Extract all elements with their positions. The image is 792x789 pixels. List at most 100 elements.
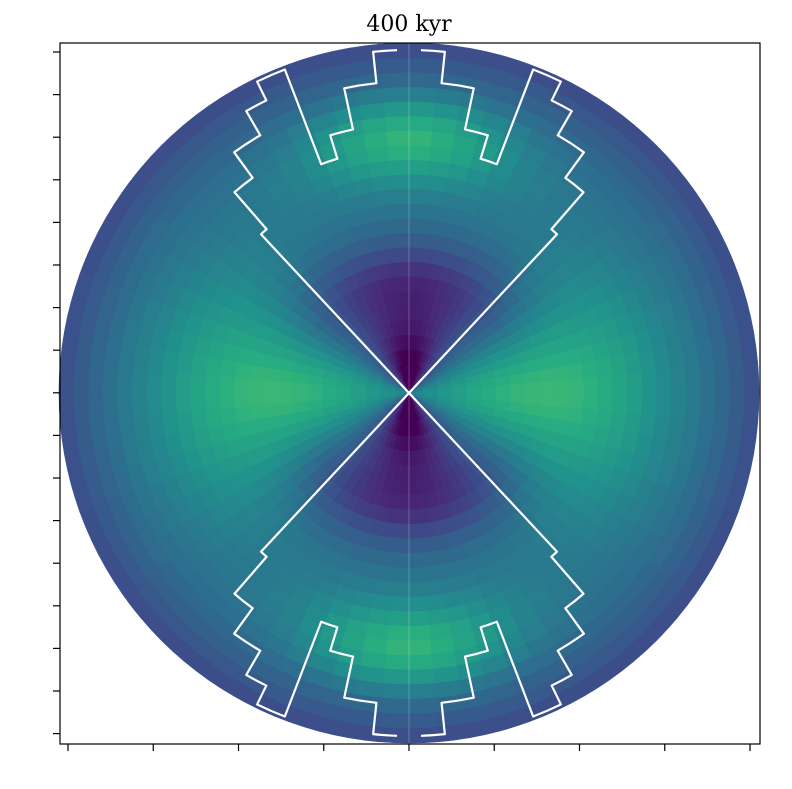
field-cell bbox=[393, 552, 410, 569]
field-cell bbox=[408, 246, 423, 263]
field-cell bbox=[370, 174, 392, 193]
field-cell bbox=[175, 372, 192, 394]
field-cell bbox=[131, 392, 148, 418]
field-cell bbox=[427, 160, 450, 178]
field-cell bbox=[408, 101, 435, 118]
field-cell bbox=[408, 639, 433, 656]
field-cell bbox=[375, 564, 395, 583]
field-cell bbox=[397, 261, 410, 278]
field-cell bbox=[580, 407, 599, 427]
field-cell bbox=[234, 406, 252, 424]
field-cell bbox=[539, 392, 556, 407]
field-cell bbox=[408, 159, 430, 176]
field-cell bbox=[566, 406, 584, 424]
field-cell bbox=[626, 372, 643, 394]
field-cell bbox=[408, 144, 431, 161]
field-cell bbox=[205, 357, 223, 377]
field-cell bbox=[466, 392, 483, 400]
field-cell bbox=[684, 367, 701, 394]
field-cell bbox=[395, 246, 410, 263]
field-cell bbox=[389, 173, 410, 190]
field-cell bbox=[524, 392, 541, 405]
field-cell bbox=[425, 189, 445, 207]
field-cell bbox=[292, 382, 308, 394]
field-cell bbox=[399, 479, 410, 496]
field-cell bbox=[670, 392, 687, 418]
field-cell bbox=[597, 374, 614, 394]
field-cell bbox=[566, 362, 584, 380]
field-cell bbox=[423, 564, 443, 583]
field-cell bbox=[380, 697, 410, 715]
field-cell bbox=[392, 567, 410, 583]
field-cell bbox=[176, 352, 194, 375]
field-cell bbox=[612, 373, 629, 394]
field-cell bbox=[713, 364, 731, 394]
field-cell bbox=[335, 386, 352, 394]
field-cell bbox=[176, 411, 194, 434]
field-cell bbox=[117, 392, 134, 419]
field-cell bbox=[234, 362, 252, 380]
field-cell bbox=[728, 363, 745, 394]
field-cell bbox=[408, 276, 420, 292]
field-cell bbox=[385, 130, 410, 147]
field-cell bbox=[408, 610, 430, 627]
field-cell bbox=[408, 537, 424, 554]
field-cell bbox=[408, 217, 425, 234]
field-cell bbox=[408, 290, 419, 307]
field-cell bbox=[408, 596, 429, 613]
field-cell bbox=[699, 392, 716, 421]
field-cell bbox=[368, 160, 391, 178]
field-cell bbox=[146, 369, 163, 394]
field-cell bbox=[408, 188, 428, 205]
field-cell bbox=[655, 369, 672, 394]
field-cell bbox=[248, 392, 265, 408]
field-cell bbox=[160, 392, 177, 415]
field-cell bbox=[713, 392, 731, 422]
field-cell bbox=[670, 368, 687, 394]
field-cell bbox=[408, 581, 428, 598]
field-cell bbox=[609, 410, 628, 432]
field-cell bbox=[641, 371, 658, 394]
field-cell bbox=[429, 622, 453, 641]
field-cell bbox=[510, 382, 526, 394]
axes-frame bbox=[59, 42, 761, 745]
field-cell bbox=[380, 71, 410, 89]
field-cell bbox=[381, 683, 410, 700]
field-cell bbox=[597, 392, 614, 412]
field-cell bbox=[189, 392, 206, 413]
field-cell bbox=[426, 593, 448, 612]
field-cell bbox=[390, 581, 410, 598]
field-cell bbox=[365, 145, 389, 164]
field-cell bbox=[233, 377, 250, 394]
field-cell bbox=[408, 508, 421, 525]
field-cell bbox=[408, 57, 439, 74]
field-cell bbox=[583, 376, 599, 394]
field-cell bbox=[510, 392, 526, 404]
polar-field bbox=[58, 42, 760, 744]
field-cell bbox=[175, 392, 192, 414]
field-cell bbox=[205, 409, 223, 429]
field-cell bbox=[422, 550, 440, 568]
field-cell bbox=[379, 712, 410, 729]
field-cell bbox=[397, 508, 410, 525]
field-cell bbox=[395, 523, 410, 540]
field-cell bbox=[306, 383, 323, 394]
field-cell bbox=[117, 367, 134, 394]
field-cell bbox=[553, 378, 570, 394]
separatrix-boundary bbox=[233, 49, 585, 737]
field-cell bbox=[370, 593, 392, 612]
field-cell bbox=[408, 173, 429, 190]
field-cell bbox=[378, 218, 396, 236]
field-cell bbox=[523, 402, 541, 417]
field-cell bbox=[233, 392, 250, 409]
field-cell bbox=[161, 413, 180, 437]
field-cell bbox=[131, 368, 148, 394]
field-cell bbox=[421, 232, 438, 250]
field-cell bbox=[426, 174, 448, 193]
chart-title: 400 kyr bbox=[366, 12, 452, 37]
field-cell bbox=[408, 683, 437, 700]
field-cell bbox=[609, 354, 628, 376]
field-cell bbox=[277, 369, 295, 384]
field-cell bbox=[146, 392, 163, 417]
